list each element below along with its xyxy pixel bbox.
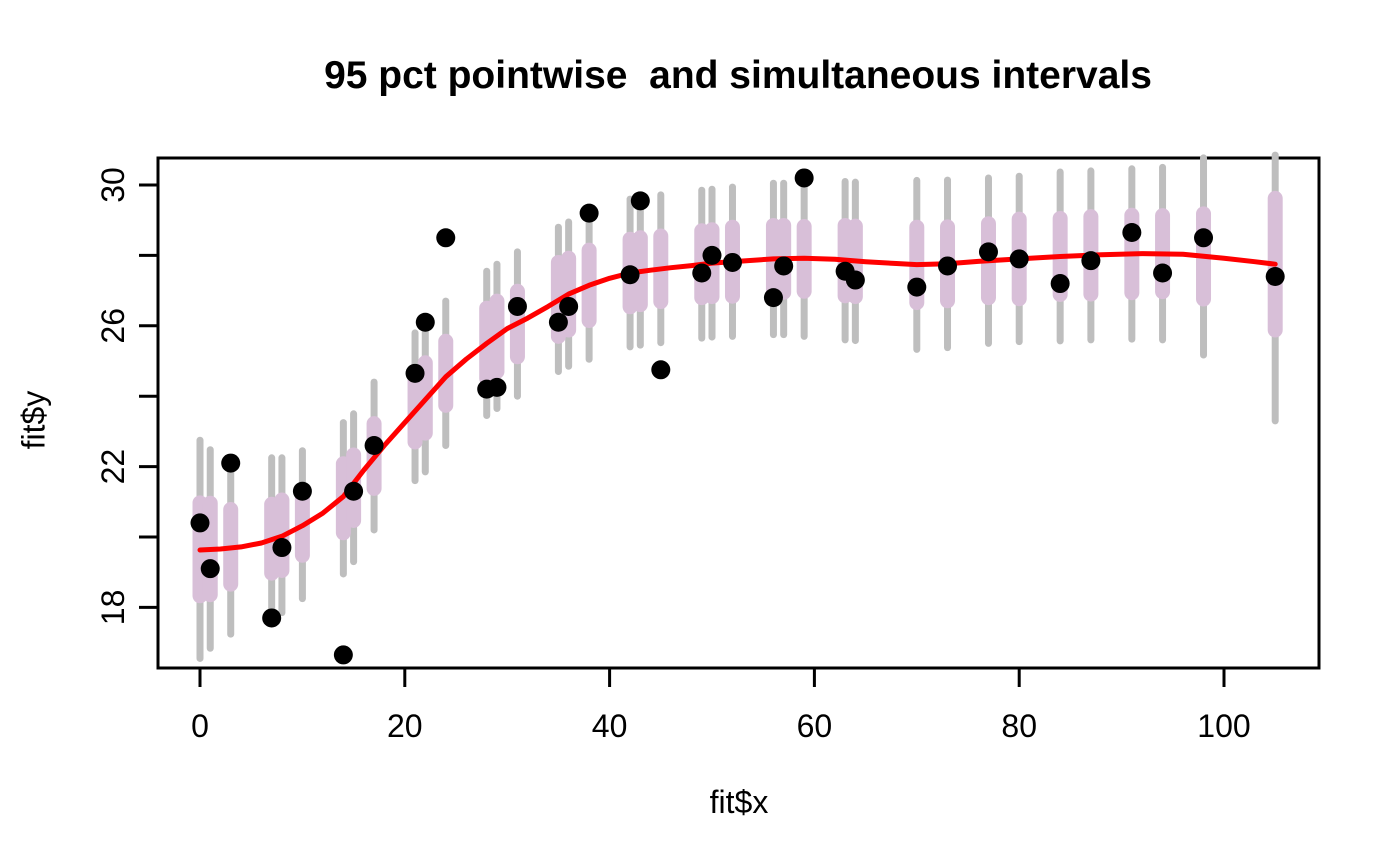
data-point xyxy=(1122,223,1142,243)
x-tick-label: 20 xyxy=(387,708,423,744)
y-axis-label: fit$y xyxy=(15,390,52,450)
data-point xyxy=(620,265,640,285)
data-point xyxy=(1050,274,1070,294)
data-point xyxy=(1009,249,1029,269)
data-point xyxy=(722,252,742,272)
data-point xyxy=(415,312,435,332)
data-point xyxy=(794,168,814,188)
data-point xyxy=(938,256,958,276)
x-tick-label: 80 xyxy=(1001,708,1037,744)
data-point xyxy=(1265,267,1285,287)
x-tick-label: 40 xyxy=(592,708,628,744)
data-point xyxy=(978,242,998,262)
data-point xyxy=(845,270,865,290)
data-point xyxy=(507,296,527,316)
x-axis-label: fit$x xyxy=(709,784,769,820)
data-point xyxy=(907,277,927,297)
data-point xyxy=(692,263,712,283)
data-point xyxy=(436,228,456,248)
data-point xyxy=(262,608,282,628)
data-point xyxy=(364,435,384,455)
x-tick-label: 60 xyxy=(797,708,833,744)
data-point xyxy=(200,559,220,579)
data-point xyxy=(651,360,671,380)
data-point xyxy=(333,645,353,665)
data-point xyxy=(559,296,579,316)
data-point xyxy=(272,538,292,558)
y-tick-label: 18 xyxy=(95,590,131,626)
data-point xyxy=(774,256,794,276)
y-tick-label: 26 xyxy=(95,308,131,344)
data-point xyxy=(630,191,650,211)
data-point xyxy=(1194,228,1214,248)
plot-box xyxy=(156,156,1321,670)
chart-title: 95 pct pointwise and simultaneous interv… xyxy=(324,54,1152,97)
data-point xyxy=(344,481,364,501)
data-point xyxy=(221,453,241,473)
x-tick-label: 0 xyxy=(191,708,209,744)
data-point xyxy=(1081,251,1101,271)
data-point xyxy=(190,513,210,533)
data-point xyxy=(405,363,425,383)
data-point xyxy=(487,377,507,397)
y-tick-label: 30 xyxy=(95,167,131,203)
data-point xyxy=(702,245,722,265)
x-tick-label: 100 xyxy=(1197,708,1250,744)
data-point xyxy=(763,288,783,308)
data-point xyxy=(292,481,312,501)
data-point xyxy=(1153,263,1173,283)
data-point xyxy=(548,312,568,332)
data-point xyxy=(579,203,599,223)
y-tick-label: 22 xyxy=(95,449,131,485)
